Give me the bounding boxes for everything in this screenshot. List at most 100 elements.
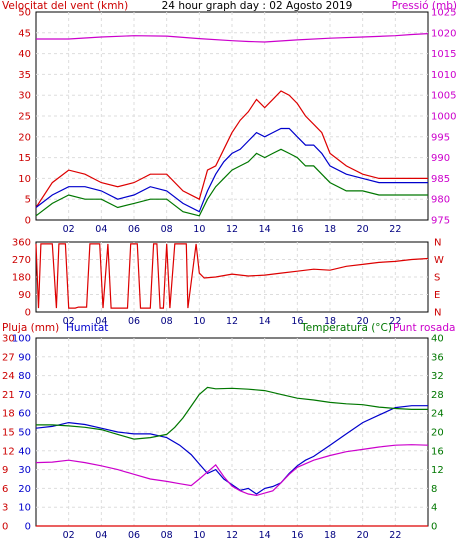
wind-average-series <box>35 127 428 213</box>
x-tick-label: 16 <box>291 530 303 541</box>
wind-speed-series <box>35 148 428 217</box>
x-tick-label: 02 <box>63 224 75 235</box>
compass-tick-label: N <box>434 238 441 249</box>
compass-tick-label: S <box>434 273 440 284</box>
x-tick-label: 14 <box>259 224 271 235</box>
x-tick-label: 12 <box>226 530 238 541</box>
temperature-axis-title: Temperatura (°C) <box>300 322 392 334</box>
x-tick-label: 06 <box>128 530 140 541</box>
x-tick-label: 20 <box>357 316 369 327</box>
x-tick-label: 20 <box>357 224 369 235</box>
pressure-tick-label: 985 <box>431 174 450 185</box>
temperature-tick-label: 0 <box>431 522 437 533</box>
wind-speed-tick-label: 35 <box>18 70 31 81</box>
x-tick-label: 22 <box>389 316 401 327</box>
pressure-tick-label: 1005 <box>431 91 456 102</box>
x-tick-label: 18 <box>324 224 336 235</box>
humidity-tick-label: 30 <box>18 465 31 476</box>
wind-speed-tick-label: 10 <box>18 174 31 185</box>
compass-tick-label: N <box>434 308 441 319</box>
rain-tick-label: 3 <box>2 503 8 514</box>
temperature-tick-label: 32 <box>431 371 444 382</box>
wind-direction-tick-label: 270 <box>12 255 31 266</box>
x-tick-label: 22 <box>389 530 401 541</box>
temperature-tick-label: 12 <box>431 465 444 476</box>
x-tick-label: 14 <box>259 530 271 541</box>
humidity-tick-label: 80 <box>18 371 31 382</box>
x-tick-label: 06 <box>128 224 140 235</box>
temperature-tick-label: 40 <box>431 334 444 345</box>
pressure-tick-label: 980 <box>431 195 450 206</box>
wind-axis-title: Velocitat del vent (kmh) <box>2 0 128 12</box>
temperature-series <box>36 386 428 440</box>
x-tick-label: 02 <box>63 316 75 327</box>
wind-speed-tick-label: 50 <box>18 8 31 19</box>
wind-speed-tick-label: 30 <box>18 91 31 102</box>
x-tick-label: 02 <box>63 530 75 541</box>
chart-title: 24 hour graph day : 02 Agosto 2019 <box>162 0 353 12</box>
x-tick-label: 04 <box>95 224 107 235</box>
rain-axis-title: Pluja (mm) <box>2 322 59 334</box>
x-tick-label: 06 <box>128 316 140 327</box>
pressure-tick-label: 990 <box>431 153 450 164</box>
panel-wind-direction-frame <box>35 241 429 313</box>
compass-tick-label: E <box>434 290 440 301</box>
temperature-tick-label: 4 <box>431 503 437 514</box>
x-tick-label: 08 <box>161 316 173 327</box>
humidity-tick-label: 90 <box>18 352 31 363</box>
rain-tick-label: 21 <box>2 390 15 401</box>
pressure-tick-label: 1020 <box>431 28 456 39</box>
x-tick-label: 12 <box>226 224 238 235</box>
temperature-tick-label: 24 <box>431 409 444 420</box>
temperature-tick-label: 36 <box>431 352 444 363</box>
wind-gust-series <box>35 90 428 208</box>
rain-tick-label: 30 <box>2 334 15 345</box>
temperature-tick-label: 8 <box>431 484 437 495</box>
wind-speed-tick-label: 5 <box>25 195 31 206</box>
x-tick-label: 12 <box>226 316 238 327</box>
x-tick-label: 04 <box>95 316 107 327</box>
wind-speed-tick-label: 20 <box>18 132 31 143</box>
rain-tick-label: 9 <box>2 465 8 476</box>
x-tick-label: 20 <box>357 530 369 541</box>
pressure-series <box>36 33 429 43</box>
humidity-tick-label: 100 <box>12 334 31 345</box>
humidity-tick-label: 60 <box>18 409 31 420</box>
x-tick-label: 22 <box>389 224 401 235</box>
rain-tick-label: 24 <box>2 371 15 382</box>
x-tick-label: 10 <box>193 316 205 327</box>
rain-tick-label: 0 <box>2 522 8 533</box>
wind-speed-tick-label: 45 <box>18 28 31 39</box>
pressure-tick-label: 1000 <box>431 112 456 123</box>
wind-direction-tick-label: 360 <box>12 238 31 249</box>
x-tick-label: 04 <box>95 530 107 541</box>
temperature-tick-label: 28 <box>431 390 444 401</box>
panel-temp-humidity-frame <box>35 337 429 527</box>
wind-speed-tick-label: 0 <box>25 216 31 227</box>
x-tick-label: 08 <box>161 530 173 541</box>
x-tick-label: 18 <box>324 316 336 327</box>
wind-direction-tick-label: 0 <box>25 308 31 319</box>
dew-point-series <box>35 444 429 497</box>
humidity-tick-label: 40 <box>18 446 31 457</box>
wind-speed-tick-label: 15 <box>18 153 31 164</box>
rain-tick-label: 6 <box>2 484 8 495</box>
humidity-axis-title: Humitat <box>66 322 108 334</box>
wind-speed-tick-label: 25 <box>18 112 31 123</box>
rain-tick-label: 18 <box>2 409 15 420</box>
humidity-tick-label: 70 <box>18 390 31 401</box>
pressure-tick-label: 995 <box>431 132 450 143</box>
x-tick-label: 16 <box>291 224 303 235</box>
dew-point-axis-title: Punt rosada <box>393 322 455 334</box>
x-tick-label: 18 <box>324 530 336 541</box>
humidity-tick-label: 10 <box>18 503 31 514</box>
x-tick-label: 14 <box>259 316 271 327</box>
temperature-tick-label: 20 <box>431 428 444 439</box>
humidity-tick-label: 0 <box>25 522 31 533</box>
temperature-tick-label: 16 <box>431 446 444 457</box>
rain-tick-label: 12 <box>2 446 15 457</box>
pressure-tick-label: 1015 <box>431 49 456 60</box>
rain-tick-label: 15 <box>2 428 15 439</box>
x-tick-label: 10 <box>193 224 205 235</box>
